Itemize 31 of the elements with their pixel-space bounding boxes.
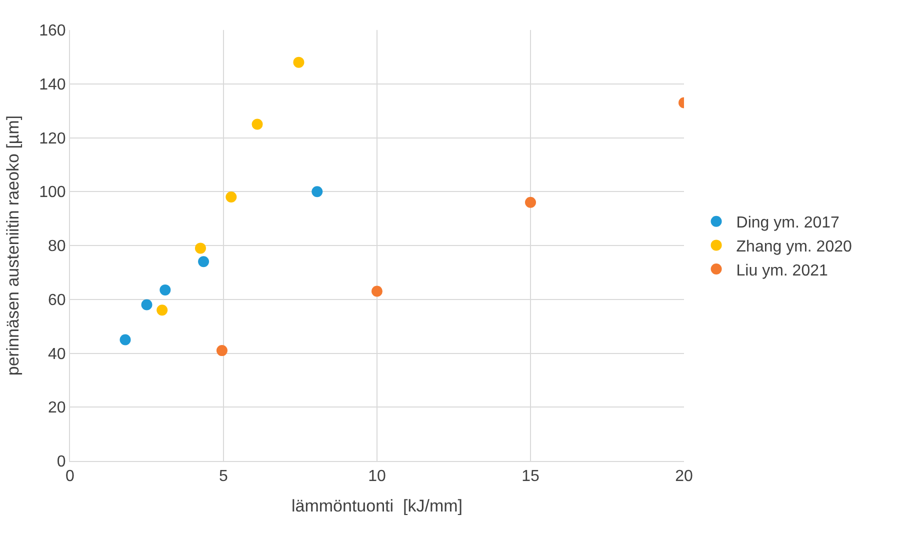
point xyxy=(194,242,206,254)
point xyxy=(293,56,304,68)
legend-label: Liu ym. 2021 xyxy=(736,262,828,280)
point xyxy=(216,345,228,356)
point xyxy=(156,304,168,316)
legend-label: Zhang ym. 2020 xyxy=(736,238,852,256)
point xyxy=(525,196,536,208)
y-tick-label: 100 xyxy=(39,184,66,202)
y-tick-label: 20 xyxy=(48,400,66,417)
point xyxy=(120,334,131,346)
x-tick-label: 15 xyxy=(522,468,540,486)
y-tick-label: 80 xyxy=(48,238,66,256)
y-tick-label: 120 xyxy=(39,130,66,148)
y-tick-label: 60 xyxy=(48,292,66,309)
point xyxy=(372,286,382,297)
x-tick-label: 20 xyxy=(675,468,693,486)
y-tick-label: 140 xyxy=(39,76,66,94)
y-tick-label: 160 xyxy=(39,22,66,40)
x-tick-label: 5 xyxy=(219,468,228,486)
point xyxy=(141,299,152,310)
point xyxy=(312,186,323,198)
point xyxy=(252,118,263,130)
legend-label: Ding ym. 2017 xyxy=(736,214,840,232)
y-tick-label: 0 xyxy=(56,454,66,471)
x-tick-label: 10 xyxy=(368,468,386,486)
point xyxy=(160,284,171,296)
point xyxy=(226,192,237,203)
y-axis-title: perinnäsen austeniitin raeoko [µm] xyxy=(4,115,23,376)
x-axis-title: lämmöntuonti [kJ/mm] xyxy=(292,496,462,516)
point xyxy=(198,256,210,268)
y-tick-label: 40 xyxy=(48,346,66,363)
